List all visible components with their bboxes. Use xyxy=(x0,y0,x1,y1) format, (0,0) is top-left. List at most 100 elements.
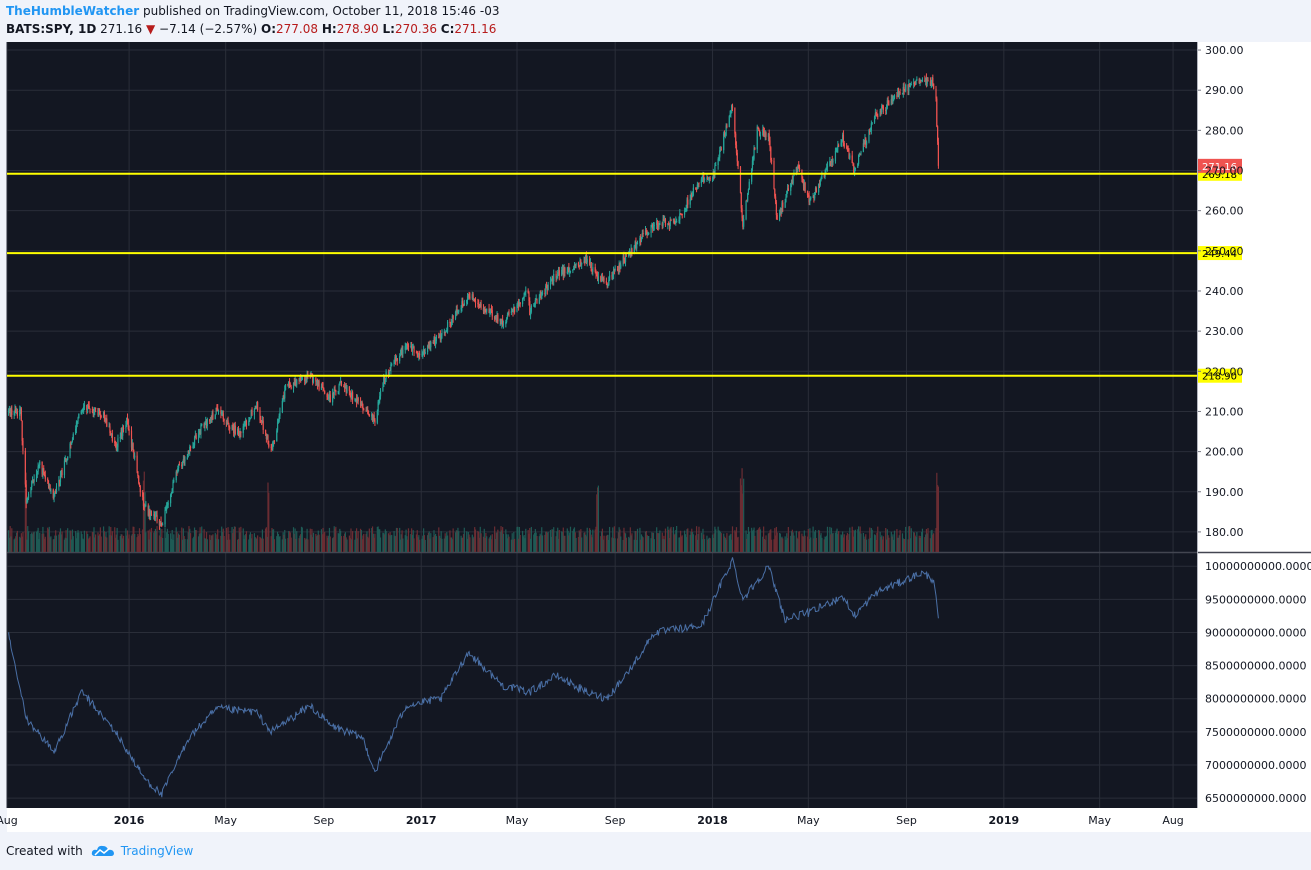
candle-body xyxy=(497,314,499,322)
volume-bar xyxy=(61,531,63,552)
volume-bar xyxy=(668,529,670,552)
volume-bar xyxy=(692,534,694,552)
volume-bar xyxy=(382,532,384,552)
volume-bar xyxy=(379,529,381,552)
volume-bar xyxy=(450,537,452,552)
volume-bar xyxy=(43,538,46,552)
volume-bar xyxy=(55,535,58,552)
volume-bar xyxy=(423,528,425,552)
author-link[interactable]: TheHumbleWatcher xyxy=(6,4,140,18)
candle-body xyxy=(221,413,224,415)
volume-bar xyxy=(19,538,22,552)
volume-bar xyxy=(891,536,893,552)
candle-body xyxy=(653,225,655,227)
volume-bar xyxy=(658,533,660,552)
volume-bar xyxy=(340,536,343,552)
candle-body xyxy=(316,381,318,383)
candle-body xyxy=(416,352,418,355)
candle-body xyxy=(100,416,102,418)
candle-body xyxy=(865,141,868,145)
volume-bar xyxy=(764,539,766,552)
volume-bar xyxy=(695,526,698,552)
price-tick-label: 240.00 xyxy=(1205,285,1244,298)
candle-body xyxy=(591,271,593,273)
volume-bar xyxy=(273,539,275,552)
candle-body xyxy=(154,515,157,518)
symbol-label[interactable]: BATS:SPY, 1D xyxy=(6,22,97,36)
candle-body xyxy=(268,444,270,447)
volume-bar xyxy=(865,534,867,552)
volume-bar xyxy=(478,531,480,552)
candle-body xyxy=(209,419,211,422)
candle-body xyxy=(528,292,530,301)
volume-bar xyxy=(556,531,558,552)
candle-body xyxy=(707,177,709,180)
volume-bar xyxy=(39,532,41,552)
candle-body xyxy=(197,433,200,440)
volume-bar xyxy=(440,531,442,552)
candle-body xyxy=(684,208,687,211)
volume-bar xyxy=(283,534,285,552)
volume-bar xyxy=(292,527,295,552)
candle-body xyxy=(748,181,750,190)
volume-bar xyxy=(631,533,633,552)
candle-body xyxy=(930,84,932,86)
volume-bar xyxy=(708,537,710,552)
candle-body xyxy=(851,155,853,164)
volume-bar xyxy=(105,531,107,552)
volume-bar xyxy=(518,526,520,552)
candle-body xyxy=(42,468,44,475)
volume-bar xyxy=(584,532,586,552)
candle-body xyxy=(288,381,290,385)
volume-bar xyxy=(406,536,408,552)
candle-body xyxy=(351,392,353,399)
tradingview-link[interactable]: TradingView xyxy=(120,844,194,858)
low-value: 270.36 xyxy=(394,22,437,36)
volume-bar xyxy=(92,531,94,552)
open-label: O: xyxy=(261,22,277,36)
volume-bar xyxy=(646,534,648,552)
volume-bar xyxy=(430,533,432,552)
volume-bar xyxy=(771,539,773,552)
volume-bar xyxy=(590,534,592,552)
volume-bar xyxy=(188,526,190,552)
candle-body xyxy=(368,414,370,417)
candle-body xyxy=(684,210,686,215)
candle-body xyxy=(282,396,284,401)
volume-bar xyxy=(516,527,518,552)
volume-bar xyxy=(497,529,499,552)
candle-body xyxy=(821,175,823,180)
candle-body xyxy=(502,324,505,326)
candle-body xyxy=(915,80,917,85)
volume-bar xyxy=(421,538,423,552)
volume-bar xyxy=(215,538,217,552)
candle-body xyxy=(511,311,513,313)
volume-bar xyxy=(628,538,631,552)
candle-body xyxy=(30,486,32,494)
candle-body xyxy=(329,394,331,403)
tradingview-cloud-icon[interactable] xyxy=(91,844,115,858)
candle-body xyxy=(871,122,873,124)
candle-body xyxy=(119,437,121,439)
candle-body xyxy=(350,395,352,399)
candle-body xyxy=(346,386,348,393)
candle-body xyxy=(316,381,319,386)
candle-body xyxy=(759,135,762,137)
candle-body xyxy=(812,196,814,198)
volume-bar xyxy=(674,533,676,552)
candle-body xyxy=(164,510,166,525)
candle-body xyxy=(159,521,161,526)
volume-bar xyxy=(136,537,138,552)
candle-body xyxy=(639,238,641,244)
candle-body xyxy=(803,182,805,187)
indicator-line xyxy=(8,557,939,798)
candle-body xyxy=(614,269,616,271)
volume-bar xyxy=(624,532,626,552)
volume-bar xyxy=(741,468,743,552)
volume-bar xyxy=(356,538,358,552)
volume-bar xyxy=(137,533,139,552)
volume-bar xyxy=(601,531,603,552)
candle-body xyxy=(59,475,62,483)
volume-bar xyxy=(569,532,571,552)
